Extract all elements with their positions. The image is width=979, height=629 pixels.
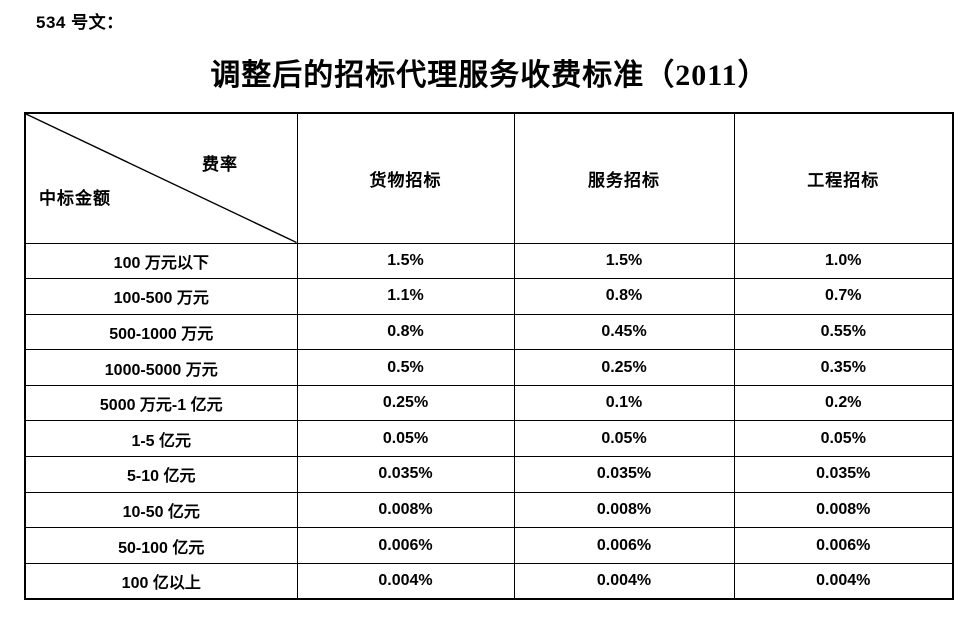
amount-cell: 100 万元以下 [24,242,298,280]
rate-cell: 0.25% [296,384,515,422]
rate-cell: 1.1% [296,278,515,315]
amount-cell: 50-100 亿元 [24,527,298,564]
rate-cell: 1.5% [296,242,515,280]
amount-cell: 100-500 万元 [24,278,298,315]
rate-cell: 0.35% [733,349,954,386]
rate-cell: 1.0% [733,242,954,280]
amount-cell: 1-5 亿元 [24,420,298,458]
table-row: 100 万元以下 1.5% 1.5% 1.0% [24,242,954,280]
table-row: 5-10 亿元 0.035% 0.035% 0.035% [24,456,954,493]
column-header-engineering: 工程招标 [733,112,954,244]
rate-cell: 0.035% [513,456,735,493]
rate-cell: 0.006% [296,527,515,564]
column-header-goods: 货物招标 [296,112,515,244]
rate-cell: 0.05% [296,420,515,458]
rate-cell: 0.006% [733,527,954,564]
rate-cell: 0.5% [296,349,515,386]
rate-cell: 0.1% [513,384,735,422]
amount-cell: 10-50 亿元 [24,491,298,529]
rate-cell: 0.7% [733,278,954,315]
table-row: 1-5 亿元 0.05% 0.05% 0.05% [24,420,954,458]
header-row: 费率 中标金额 货物招标 服务招标 工程招标 [24,112,954,244]
diagonal-line [26,114,297,243]
table-row: 50-100 亿元 0.006% 0.006% 0.006% [24,527,954,564]
rate-cell: 0.55% [733,313,954,351]
amount-cell: 5000 万元-1 亿元 [24,384,298,422]
rate-axis-label: 费率 [202,155,238,174]
rate-cell: 0.008% [733,491,954,529]
rate-cell: 0.45% [513,313,735,351]
table-row: 10-50 亿元 0.008% 0.008% 0.008% [24,491,954,529]
rate-cell: 1.5% [513,242,735,280]
rate-cell: 0.035% [296,456,515,493]
document-number: 534 号文： [36,13,124,32]
rate-cell: 0.004% [296,562,515,600]
rate-cell: 0.004% [733,562,954,600]
amount-cell: 1000-5000 万元 [24,349,298,386]
table-row: 1000-5000 万元 0.5% 0.25% 0.35% [24,349,954,386]
table-body: 100 万元以下 1.5% 1.5% 1.0% 100-500 万元 1.1% 0.8% 0.… [24,242,954,600]
rate-cell: 0.05% [733,420,954,458]
corner-cell: 费率 中标金额 [24,112,298,244]
amount-cell: 100 亿以上 [24,562,298,600]
table-row: 5000 万元-1 亿元 0.25% 0.1% 0.2% [24,384,954,422]
rate-cell: 0.8% [513,278,735,315]
rate-cell: 0.008% [513,491,735,529]
rate-cell: 0.2% [733,384,954,422]
rate-cell: 0.004% [513,562,735,600]
fee-table: 费率 中标金额 货物招标 服务招标 工程招标 100 万元以下 1.5% 1.5% 1… [24,112,954,600]
table-row: 500-1000 万元 0.8% 0.45% 0.55% [24,313,954,351]
amount-axis-label: 中标金额 [39,189,111,208]
rate-cell: 0.05% [513,420,735,458]
rate-cell: 0.035% [733,456,954,493]
amount-cell: 500-1000 万元 [24,313,298,351]
rate-cell: 0.25% [513,349,735,386]
table-row: 100 亿以上 0.004% 0.004% 0.004% [24,562,954,600]
amount-cell: 5-10 亿元 [24,456,298,493]
rate-cell: 0.8% [296,313,515,351]
table-row: 100-500 万元 1.1% 0.8% 0.7% [24,278,954,315]
rate-cell: 0.008% [296,491,515,529]
column-header-services: 服务招标 [513,112,735,244]
document-title: 调整后的招标代理服务收费标准（2011） [210,59,769,92]
rate-cell: 0.006% [513,527,735,564]
table-header: 费率 中标金额 货物招标 服务招标 工程招标 [24,112,954,244]
